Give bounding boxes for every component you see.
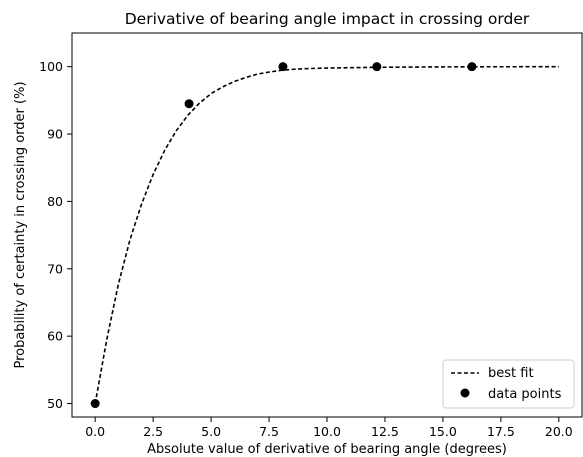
legend: best fit data points <box>442 359 575 409</box>
x-tick-label: 7.5 <box>259 424 279 439</box>
legend-box <box>442 359 575 409</box>
data-point <box>467 62 477 72</box>
x-tick-label: 17.5 <box>487 424 515 439</box>
data-point <box>372 62 382 72</box>
y-tick-label: 90 <box>47 127 63 142</box>
chart-title: Derivative of bearing angle impact in cr… <box>125 10 530 28</box>
x-tick-label: 2.5 <box>143 424 163 439</box>
best-fit-line <box>94 65 559 404</box>
y-tick-label: 70 <box>47 261 63 276</box>
data-point <box>184 99 194 109</box>
legend-data-points-marker <box>460 388 470 398</box>
x-tick-label: 5.0 <box>201 424 221 439</box>
y-axis-label: Probability of certainty in crossing ord… <box>13 81 28 368</box>
x-axis-label: Absolute value of derivative of bearing … <box>147 442 507 457</box>
data-point <box>278 62 288 72</box>
x-tick-label: 20.0 <box>545 424 573 439</box>
y-tick-label: 80 <box>47 194 63 209</box>
x-tick-label: 10.0 <box>313 424 341 439</box>
data-point <box>90 399 100 409</box>
plot-frame <box>71 32 583 418</box>
x-tick-label: 15.0 <box>429 424 457 439</box>
x-tick-label: 12.5 <box>371 424 399 439</box>
legend-label-data-points: data points <box>488 387 562 402</box>
y-tick-label: 60 <box>47 329 63 344</box>
y-tick-label: 100 <box>39 59 63 74</box>
series-layer <box>90 62 559 409</box>
x-axis-ticks: 0.0 2.5 5.0 7.5 10.0 12.5 15.0 17.5 20.0 <box>85 417 573 439</box>
x-tick-label: 0.0 <box>85 424 105 439</box>
legend-label-best-fit: best fit <box>488 366 534 381</box>
y-tick-label: 50 <box>47 396 63 411</box>
y-axis-ticks: 50 60 70 80 90 100 <box>39 59 72 411</box>
